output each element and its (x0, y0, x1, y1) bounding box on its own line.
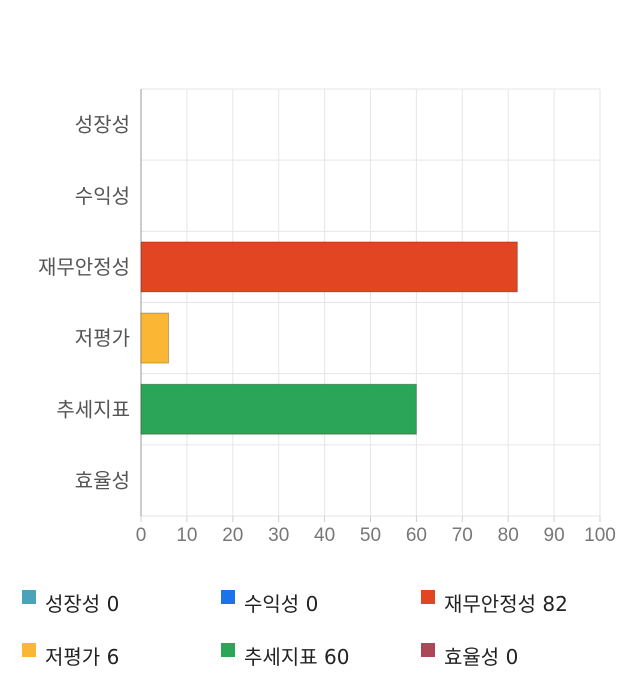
legend-item-undervaluation[interactable]: 저평가 6 (22, 641, 119, 669)
legend-swatch-undervaluation (22, 643, 36, 657)
axes (140, 89, 601, 522)
category-label: 수익성 (75, 184, 130, 208)
legend-item-trend-indicator[interactable]: 추세지표 60 (221, 641, 349, 669)
x-tick-label: 70 (452, 525, 473, 546)
legend-item-growth[interactable]: 성장성 0 (22, 588, 119, 616)
x-tick-label: 40 (314, 525, 335, 546)
bars (140, 241, 518, 435)
legend-text-undervaluation: 저평가 6 (45, 644, 120, 669)
category-label: 재무안정성 (38, 255, 130, 279)
legend-item-profitability[interactable]: 수익성 0 (221, 588, 318, 616)
legend-text-trend-indicator: 추세지표 60 (244, 644, 350, 669)
x-tick-label: 80 (498, 525, 519, 546)
x-tick-label: 30 (268, 525, 289, 546)
legend-item-financial-stability[interactable]: 재무안정성 82 (421, 588, 568, 616)
legend-swatch-financial-stability (421, 590, 435, 604)
bar-3[interactable] (140, 312, 170, 364)
legend-text-profitability: 수익성 0 (244, 591, 319, 616)
grid-lines (140, 88, 601, 517)
legend-swatch-growth (22, 590, 36, 604)
x-tick-label: 60 (406, 525, 427, 546)
category-label: 성장성 (75, 113, 130, 137)
legend-swatch-profitability (221, 590, 235, 604)
bar-2[interactable] (140, 241, 518, 293)
legend-text-financial-stability: 재무안정성 82 (444, 591, 568, 616)
x-tick-label: 90 (544, 525, 565, 546)
category-label: 저평가 (75, 326, 130, 350)
legend-text-growth: 성장성 0 (45, 591, 120, 616)
category-label: 추세지표 (56, 397, 130, 421)
legend-swatch-trend-indicator (221, 643, 235, 657)
x-tick-label: 50 (360, 525, 381, 546)
legend-item-efficiency[interactable]: 효율성 0 (421, 641, 518, 669)
x-tick-label: 100 (584, 525, 616, 546)
x-tick-label: 10 (176, 525, 197, 546)
x-tick-label: 0 (136, 525, 147, 546)
legend: 성장성 0 수익성 0 재무안정성 82 저평가 6 추세지표 60 효율성 0 (0, 580, 640, 690)
x-tick-label: 20 (222, 525, 243, 546)
legend-text-efficiency: 효율성 0 (444, 644, 519, 669)
category-label: 효율성 (75, 468, 130, 492)
x-tick-labels: 0 10 20 30 40 50 60 70 80 90 100 (136, 525, 616, 546)
legend-swatch-efficiency (421, 643, 435, 657)
bar-4[interactable] (140, 383, 417, 435)
